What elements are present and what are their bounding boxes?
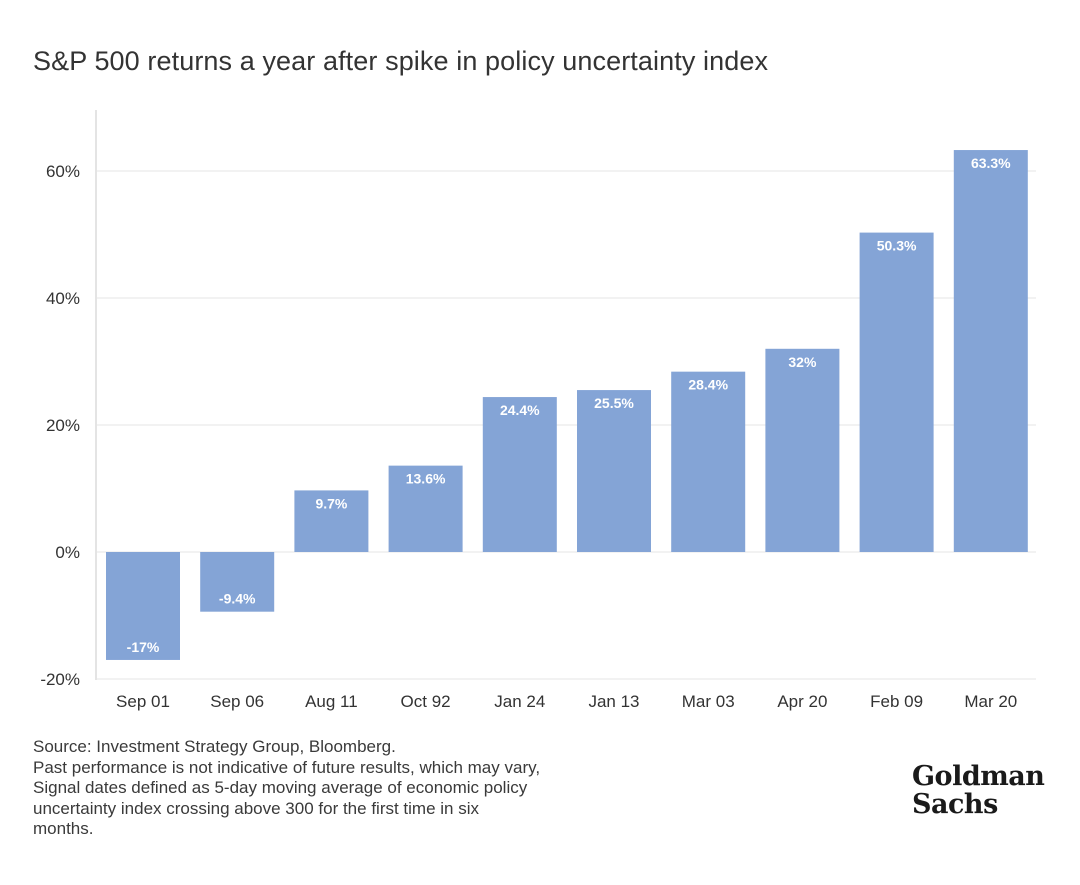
- bar: [859, 232, 934, 552]
- bar-data-label: 32%: [788, 354, 817, 370]
- bar: [765, 348, 840, 552]
- goldman-sachs-logo: Goldman Sachs: [912, 763, 1052, 819]
- bar: [388, 465, 463, 552]
- y-tick-label: 0%: [55, 543, 80, 562]
- bar: [671, 371, 746, 552]
- bar-data-label: 28.4%: [688, 377, 728, 393]
- bar-data-label: 25.5%: [594, 395, 634, 411]
- logo-line-1: Goldman: [912, 761, 1045, 792]
- bar-data-label: -17%: [127, 639, 160, 655]
- bar-data-label: 24.4%: [500, 402, 540, 418]
- x-tick-label: Aug 11: [305, 692, 358, 711]
- bar-data-label: 13.6%: [406, 471, 446, 487]
- logo-line-2: Sachs: [912, 789, 998, 820]
- x-tick-label: Oct 92: [401, 692, 451, 711]
- y-tick-label: -20%: [40, 670, 80, 689]
- x-tick-label: Jan 13: [588, 692, 639, 711]
- chart-title: S&P 500 returns a year after spike in po…: [33, 46, 769, 76]
- x-tick-label: Jan 24: [494, 692, 545, 711]
- x-tick-label: Mar 03: [682, 692, 735, 711]
- bar-data-label: -9.4%: [219, 591, 256, 607]
- x-tick-label: Apr 20: [777, 692, 827, 711]
- y-tick-label: 40%: [46, 289, 80, 308]
- bar: [577, 390, 651, 552]
- y-tick-label: 60%: [46, 162, 80, 181]
- x-tick-label: Mar 20: [964, 692, 1017, 711]
- x-tick-label: Sep 01: [116, 692, 170, 711]
- x-tick-label: Feb 09: [870, 692, 923, 711]
- y-tick-label: 20%: [46, 416, 80, 435]
- bar: [482, 397, 557, 552]
- footnote-definition-1: Signal dates defined as 5-day moving ave…: [33, 778, 528, 797]
- bar-data-label: 9.7%: [315, 495, 347, 511]
- bar: [294, 490, 369, 552]
- bar: [106, 552, 180, 660]
- x-tick-label: Sep 06: [210, 692, 264, 711]
- bar: [200, 552, 275, 612]
- footnote-definition-2: uncertainty index crossing above 300 for…: [33, 798, 479, 818]
- bar-chart: -20% 0% 20% 40% 60% -17% Sep 01 -9.4% Sep 06 9.7%…: [40, 110, 1036, 711]
- footnote-source: Source: Investment Strategy Group, Bloom…: [33, 737, 396, 756]
- footnote-disclaimer: Past performance is not indicative of fu…: [33, 757, 541, 777]
- footnote: Source: Investment Strategy Group, Bloom…: [33, 737, 673, 840]
- footnote-definition-3: months.: [33, 819, 94, 838]
- bar-data-label: 50.3%: [877, 238, 917, 254]
- bar: [953, 150, 1028, 553]
- bar-data-label: 63.3%: [971, 155, 1011, 171]
